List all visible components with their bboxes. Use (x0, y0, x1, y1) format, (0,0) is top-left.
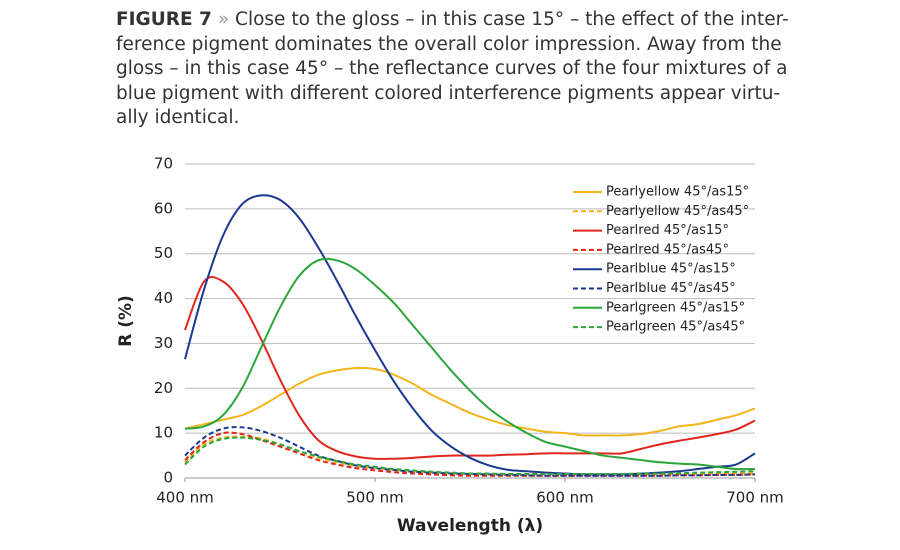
y-tick-label: 30 (154, 334, 173, 352)
caption-text: Close to the gloss – in this case 15° – … (235, 9, 789, 30)
x-tick-label: 700 nm (726, 489, 784, 507)
caption-line: ference pigment dominates the overall co… (116, 33, 782, 55)
series-line (184, 257, 756, 471)
series-line (184, 436, 756, 475)
legend-label: Pearlblue 45°/as15° (606, 262, 736, 277)
x-tick-label: 500 nm (346, 489, 404, 507)
caption-line: ally identical. (116, 107, 240, 128)
y-tick-label: 70 (154, 155, 173, 173)
legend-label: Pearlred 45°/as45° (606, 242, 729, 257)
x-axis-label: Wavelength (λ) (397, 516, 543, 536)
y-tick-label: 40 (154, 289, 173, 307)
legend-label: Pearlyellow 45°/as15° (606, 185, 749, 200)
series-line (184, 366, 756, 437)
y-tick-label: 10 (154, 424, 173, 442)
series-line (184, 426, 756, 477)
legend-label: Pearlred 45°/as15° (606, 223, 729, 238)
caption-line: FIGURE 7 » Close to the gloss – in this … (116, 8, 789, 33)
caption-line: gloss – in this case 45° – the reflectan… (116, 58, 788, 79)
caption-line: blue pigment with different colored inte… (116, 82, 781, 104)
series-line (184, 431, 756, 477)
legend-label: Pearlgreen 45°/as45° (606, 320, 745, 335)
y-tick-label: 60 (154, 199, 173, 217)
legend-label: Pearlyellow 45°/as45° (606, 204, 749, 219)
caption: FIGURE 7 » Close to the gloss – in this … (116, 8, 789, 131)
y-tick-label: 0 (163, 469, 173, 487)
series-line (184, 276, 756, 460)
y-tick-label: 50 (154, 244, 173, 262)
legend-label: Pearlgreen 45°/as15° (606, 300, 745, 315)
y-tick-label: 20 (154, 379, 173, 397)
figure-label: FIGURE 7 (116, 9, 212, 30)
legend-label: Pearlblue 45°/as45° (606, 281, 736, 296)
series-line (184, 194, 756, 476)
y-axis-label: R (%) (116, 295, 136, 347)
x-tick-label: 400 nm (156, 489, 214, 507)
x-tick-label: 600 nm (536, 489, 594, 507)
separator: » (217, 9, 230, 30)
